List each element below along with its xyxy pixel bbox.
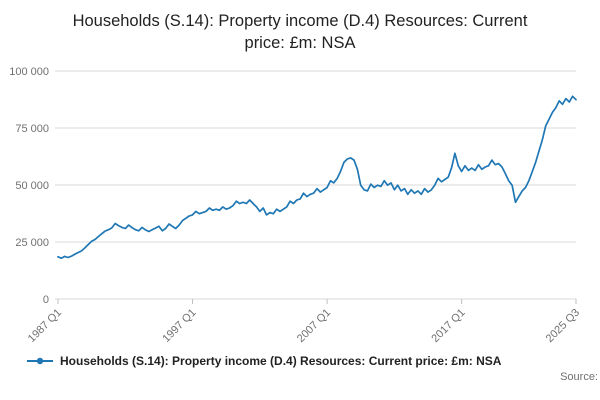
svg-text:2017 Q1: 2017 Q1 — [429, 306, 467, 344]
legend-label: Households (S.14): Property income (D.4)… — [60, 353, 502, 368]
svg-text:0: 0 — [43, 294, 49, 306]
source-label: Source: — [560, 370, 598, 383]
svg-text:100 000: 100 000 — [9, 66, 49, 78]
svg-text:75 000: 75 000 — [15, 123, 49, 135]
chart-title: Households (S.14): Property income (D.4)… — [72, 12, 528, 53]
svg-text:1987 Q1: 1987 Q1 — [26, 306, 64, 344]
legend-line-marker-icon — [26, 356, 54, 366]
chart-legend[interactable]: Households (S.14): Property income (D.4)… — [0, 354, 600, 368]
svg-text:50 000: 50 000 — [15, 180, 49, 192]
svg-text:25 000: 25 000 — [15, 237, 49, 249]
line-chart-svg: 0 25 000 50 000 75 000 100 000 1987 Q1 1997 Q1… — [9, 66, 582, 345]
svg-text:2007 Q1: 2007 Q1 — [295, 306, 333, 344]
svg-text:2025 Q3: 2025 Q3 — [544, 306, 582, 344]
svg-text:1997 Q1: 1997 Q1 — [160, 306, 198, 344]
chart-area: 0 25 000 50 000 75 000 100 000 1987 Q1 1997 Q1… — [0, 57, 600, 354]
